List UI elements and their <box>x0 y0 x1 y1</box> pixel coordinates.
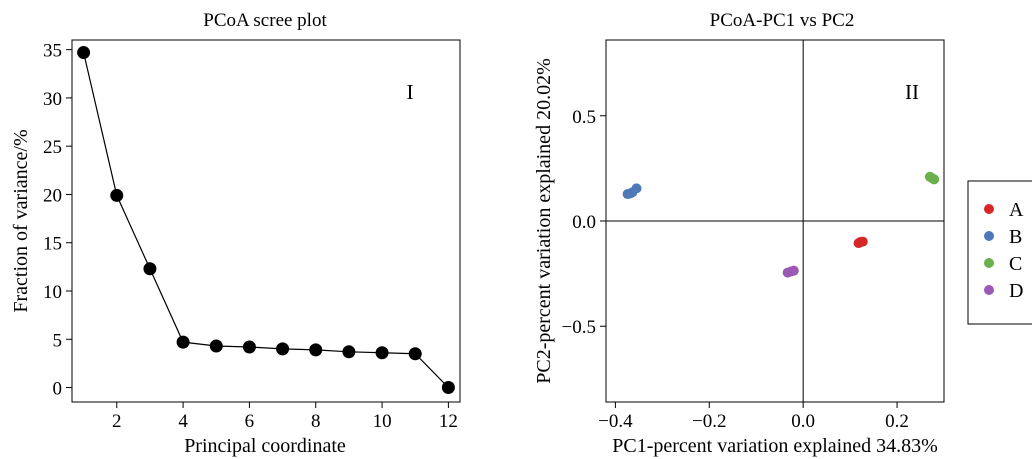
scree-x-tick-label: 6 <box>245 411 255 432</box>
scree-point <box>143 262 157 276</box>
scree-point <box>375 346 389 360</box>
legend-label-d: D <box>1009 280 1023 302</box>
scree-y-tick-label: 35 <box>43 41 62 62</box>
scatter-x-tick-label: −0.4 <box>598 411 633 432</box>
scree-y-tick-label: 15 <box>43 234 62 255</box>
legend-marker-d <box>984 285 994 295</box>
scree-y-axis-label: Fraction of variance/% <box>10 129 32 312</box>
scree-point <box>209 339 223 353</box>
scatter-point-a <box>857 236 868 247</box>
legend-marker-b <box>984 231 994 241</box>
scree-plot-title: PCoA scree plot <box>203 10 327 31</box>
legend-label-b: B <box>1009 226 1022 248</box>
scree-x-tick-label: 2 <box>112 411 122 432</box>
scree-point <box>408 347 422 361</box>
scree-x-axis-label: Principal coordinate <box>184 435 346 457</box>
scatter-panel-label: II <box>905 80 919 104</box>
scree-x-tick-label: 8 <box>311 411 321 432</box>
scatter-x-ticks: −0.4 −0.2 0.0 0.2 <box>598 402 909 432</box>
scree-point <box>77 46 91 60</box>
scree-point <box>441 381 455 395</box>
scree-point <box>276 342 290 356</box>
scatter-x-axis-label: PC1-percent variation explained 34.83% <box>612 435 937 457</box>
scatter-title: PCoA-PC1 vs PC2 <box>710 10 855 31</box>
legend-label-c: C <box>1009 253 1022 275</box>
legend-label-a: A <box>1009 199 1024 221</box>
scree-x-ticks: 2 4 6 8 10 12 <box>112 402 458 432</box>
scatter-reference-lines <box>606 40 944 402</box>
scatter-y-tick-label: −0.5 <box>562 317 596 338</box>
scree-panel-label: I <box>407 80 414 104</box>
legend-box <box>967 180 1032 325</box>
scree-point <box>309 343 323 357</box>
scatter-y-ticks: −0.5 0.0 0.5 <box>562 107 606 338</box>
scatter-x-tick-label: −0.2 <box>692 411 726 432</box>
scree-y-tick-label: 30 <box>43 89 62 110</box>
pcoa-scatter-panel: PCoA-PC1 vs PC2 −0.5 0.0 0.5 −0.4 −0.2 0.0 0.… <box>533 10 945 457</box>
scree-point <box>242 340 256 354</box>
scree-line <box>83 52 449 388</box>
scree-y-tick-label: 5 <box>53 330 63 351</box>
scatter-y-tick-label: 0.0 <box>572 212 596 233</box>
scatter-y-axis-label: PC2-percent variation explained 20.02% <box>533 58 555 383</box>
scatter-point-b <box>631 183 642 194</box>
scree-point <box>176 335 190 349</box>
scree-plot-frame <box>71 39 461 403</box>
scree-point <box>342 345 356 359</box>
scree-y-tick-label: 20 <box>43 185 62 206</box>
scree-x-tick-label: 4 <box>178 411 188 432</box>
scatter-points <box>622 171 940 278</box>
scatter-point-c <box>929 174 940 185</box>
scree-points <box>77 46 455 395</box>
scree-y-ticks: 0 5 10 15 20 25 30 35 <box>43 41 72 400</box>
scree-series-line <box>83 52 449 388</box>
scatter-y-tick-label: 0.5 <box>572 107 596 128</box>
scree-x-tick-label: 10 <box>373 411 392 432</box>
scatter-point-d <box>788 265 799 276</box>
legend-marker-a <box>984 204 994 214</box>
scree-y-tick-label: 10 <box>43 282 62 303</box>
scree-x-tick-label: 12 <box>439 411 458 432</box>
scree-point <box>110 188 124 202</box>
scree-y-tick-label: 0 <box>53 379 63 400</box>
legend-marker-c <box>984 258 994 268</box>
scatter-x-tick-label: 0.2 <box>885 411 909 432</box>
scree-y-tick-label: 25 <box>43 137 62 158</box>
scatter-x-tick-label: 0.0 <box>791 411 815 432</box>
